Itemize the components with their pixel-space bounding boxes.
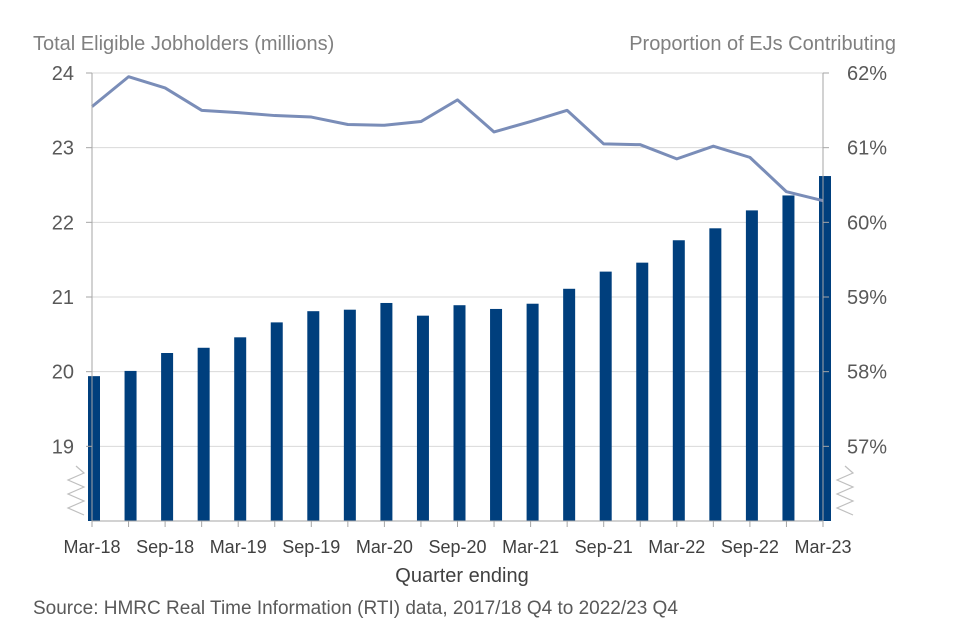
x-tick-label: Mar-18 [63, 537, 120, 557]
bar [88, 376, 100, 521]
x-tick-label: Mar-20 [356, 537, 413, 557]
left-axis-break [66, 465, 86, 516]
right-tick-label: 61% [847, 138, 887, 160]
bar [380, 302, 393, 521]
bar [599, 271, 612, 521]
bar [636, 262, 649, 521]
bar [819, 176, 831, 522]
left-tick-label: 19 [52, 436, 74, 458]
left-tick-label: 20 [52, 362, 74, 384]
x-tick-label: Mar-21 [502, 537, 559, 557]
tick-labels: 24 23 22 21 20 19 62% 61% 60% 59% 58% 57% Mar-18 Sep-… [52, 63, 887, 557]
bar [782, 195, 795, 521]
left-tick-label: 24 [52, 63, 74, 85]
bar-series [88, 176, 831, 522]
x-tick-label: Sep-21 [575, 537, 633, 557]
bar [709, 228, 722, 521]
bar [672, 240, 685, 521]
x-tick-label: Sep-18 [136, 537, 194, 557]
right-tick-label: 58% [847, 362, 887, 384]
source-note: Source: HMRC Real Time Information (RTI)… [33, 598, 678, 619]
right-axis-title: Proportion of EJs Contributing [629, 33, 896, 55]
x-tick-label: Mar-22 [648, 537, 705, 557]
left-axis-title: Total Eligible Jobholders (millions) [33, 33, 334, 55]
line-path [91, 75, 824, 203]
bar [343, 309, 356, 521]
x-tick-label: Mar-23 [794, 537, 851, 557]
bar [453, 305, 466, 521]
right-tick-label: 60% [847, 212, 887, 234]
bar [161, 353, 174, 521]
bar [124, 370, 137, 521]
bar [416, 315, 429, 521]
x-tick-label: Sep-22 [721, 537, 779, 557]
left-tick-label: 21 [52, 287, 74, 309]
bar [563, 288, 576, 521]
bar [526, 303, 539, 521]
right-tick-label: 57% [847, 436, 887, 458]
x-tick-label: Sep-20 [428, 537, 486, 557]
x-tick-label: Mar-19 [210, 537, 267, 557]
left-tick-label: 22 [52, 212, 74, 234]
bar [307, 311, 320, 521]
bar [197, 347, 210, 521]
bar [270, 322, 283, 521]
x-axis-title: Quarter ending [395, 565, 528, 587]
axes [66, 72, 855, 527]
right-axis-break [835, 465, 855, 516]
line-series [91, 75, 824, 203]
x-tick-label: Sep-19 [282, 537, 340, 557]
bar [745, 210, 758, 522]
bar [490, 308, 503, 521]
right-tick-label: 62% [847, 63, 887, 85]
bar [234, 337, 247, 521]
right-tick-label: 59% [847, 287, 887, 309]
left-tick-label: 23 [52, 138, 74, 160]
